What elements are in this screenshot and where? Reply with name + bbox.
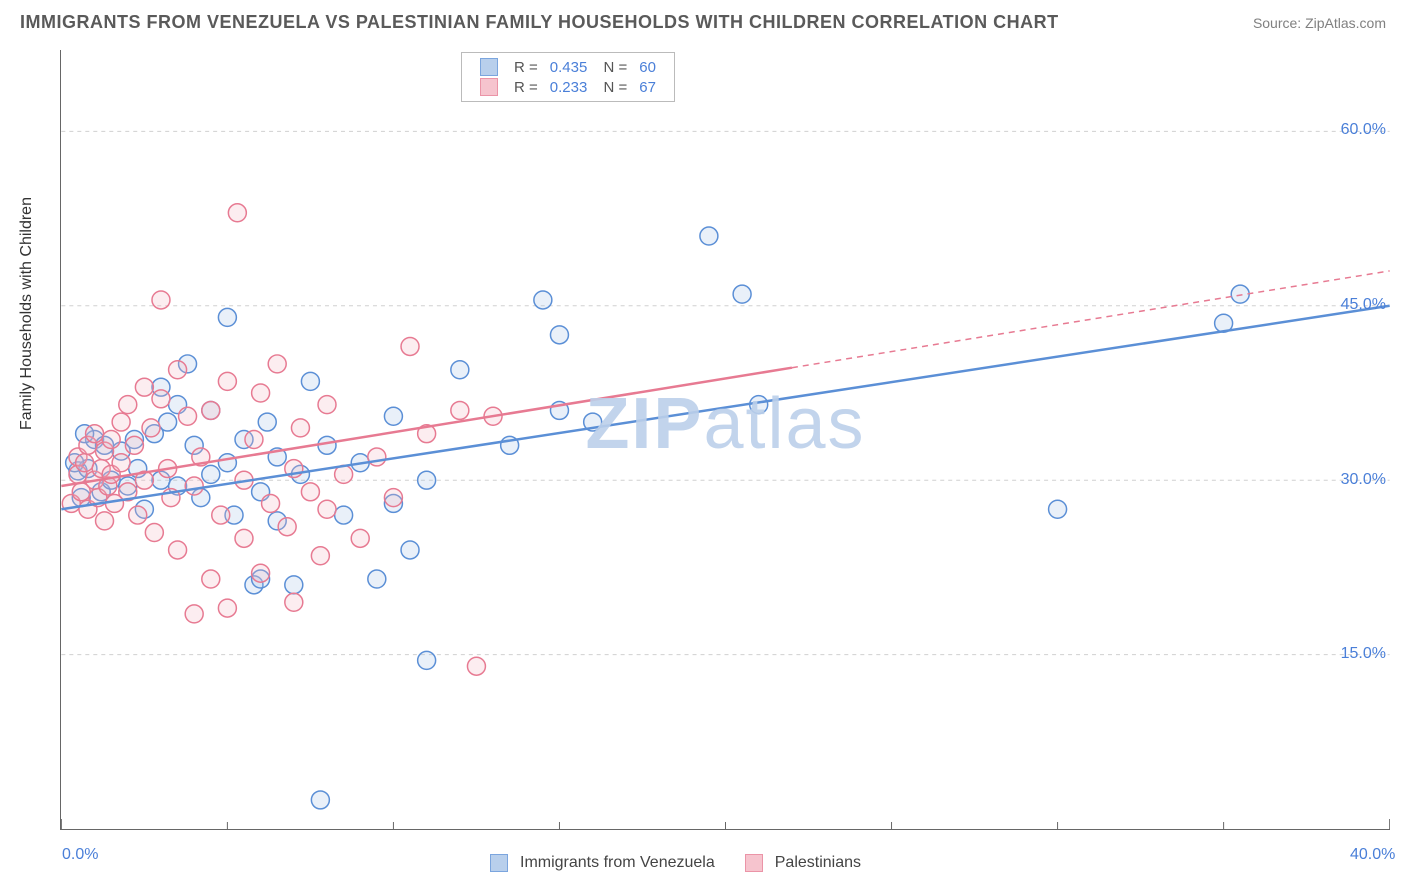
legend-r-label: R = — [508, 77, 544, 97]
legend-r-label: R = — [508, 57, 544, 77]
legend-swatch — [490, 854, 508, 872]
x-tick-label: 40.0% — [1350, 846, 1395, 864]
legend-n-value: 67 — [633, 77, 662, 97]
y-tick-label: 60.0% — [1341, 121, 1386, 139]
legend-n-label: N = — [593, 77, 633, 97]
legend-r-value: 0.233 — [544, 77, 594, 97]
header: IMMIGRANTS FROM VENEZUELA VS PALESTINIAN… — [0, 0, 1406, 41]
legend-table: R =0.435 N =60R =0.233 N =67 — [474, 57, 662, 97]
y-axis-label: Family Households with Children — [18, 197, 36, 430]
plot-area: ZIPatlas R =0.435 N =60R =0.233 N =67 — [60, 50, 1390, 830]
legend-row: R =0.233 N =67 — [474, 77, 662, 97]
correlation-legend: R =0.435 N =60R =0.233 N =67 — [461, 52, 675, 102]
y-tick-label: 45.0% — [1341, 296, 1386, 314]
series-name: Immigrants from Venezuela — [520, 854, 715, 872]
legend-swatch — [474, 77, 508, 97]
legend-swatch — [474, 57, 508, 77]
series-legend: Immigrants from Venezuela Palestinians — [490, 854, 861, 872]
source-label: Source: ZipAtlas.com — [1253, 15, 1386, 31]
legend-r-value: 0.435 — [544, 57, 594, 77]
chart-title: IMMIGRANTS FROM VENEZUELA VS PALESTINIAN… — [20, 12, 1059, 33]
y-tick-label: 30.0% — [1341, 471, 1386, 489]
chart-container: IMMIGRANTS FROM VENEZUELA VS PALESTINIAN… — [0, 0, 1406, 892]
legend-n-value: 60 — [633, 57, 662, 77]
legend-n-label: N = — [593, 57, 633, 77]
series-name: Palestinians — [775, 854, 861, 872]
y-tick-label: 15.0% — [1341, 645, 1386, 663]
series-legend-item: Immigrants from Venezuela — [490, 854, 715, 872]
legend-row: R =0.435 N =60 — [474, 57, 662, 77]
series-legend-item: Palestinians — [745, 854, 861, 872]
scatter-plot — [61, 50, 1390, 829]
x-tick-label: 0.0% — [62, 846, 98, 864]
legend-swatch — [745, 854, 763, 872]
